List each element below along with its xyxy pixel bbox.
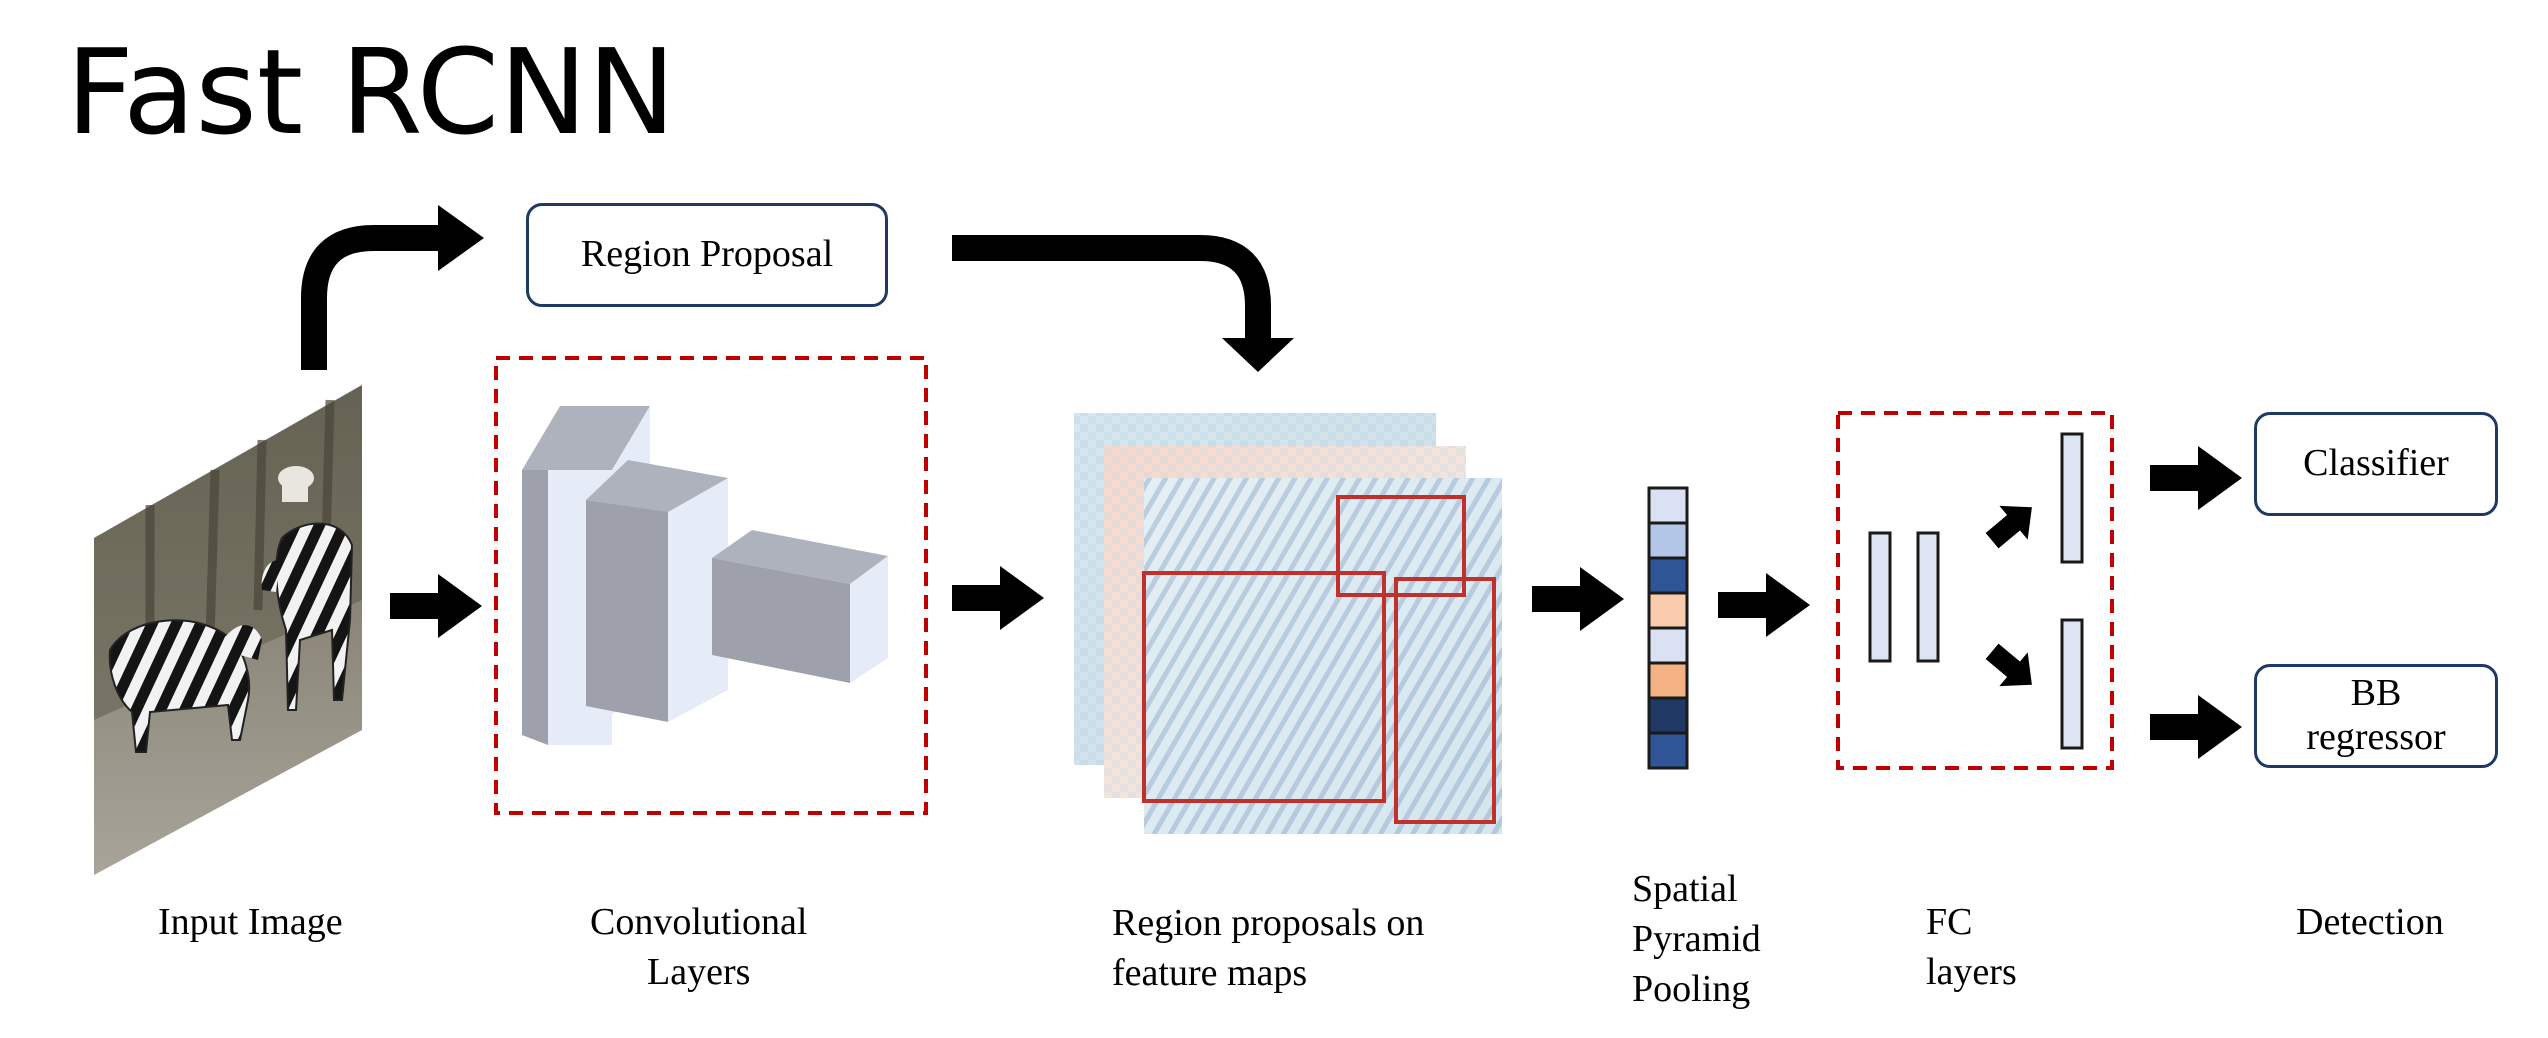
label-feature-line2: feature maps <box>1112 952 1308 994</box>
spp-cell <box>1647 486 1689 525</box>
label-detection-text: Detection <box>2296 901 2444 943</box>
arrow-image-to-proposal <box>301 205 484 370</box>
arrow-to-bb-regressor <box>2150 695 2242 759</box>
label-input-image-text: Input Image <box>158 901 343 943</box>
spp-cell <box>1647 661 1689 700</box>
arrow-to-classifier <box>2150 446 2242 510</box>
label-region-proposals-on-feature-maps: Region proposals on feature maps <box>1112 898 1424 998</box>
label-detection: Detection <box>2296 897 2444 947</box>
conv-block-3 <box>712 530 888 683</box>
label-fc-layers: FC layers <box>1926 897 2017 997</box>
label-conv-line1: Convolutional <box>590 901 808 943</box>
region-proposal-boxes <box>1142 495 1496 824</box>
arrow-spp-to-fc <box>1718 573 1810 637</box>
label-spatial-pyramid-pooling: Spatial Pyramid Pooling <box>1632 864 1761 1014</box>
label-spp-line1: Spatial <box>1632 868 1738 910</box>
input-image <box>94 385 362 875</box>
classifier-label: Classifier <box>2303 442 2449 485</box>
bb-regressor-label-line1: BB <box>2350 672 2402 715</box>
fc-layer-bars <box>1868 432 2084 750</box>
spp-column <box>1647 486 1689 770</box>
label-convolutional-layers: Convolutional Layers <box>590 897 807 997</box>
conv-block-2 <box>586 460 728 722</box>
spp-cell <box>1647 731 1689 770</box>
label-spp-line3: Pooling <box>1632 968 1751 1010</box>
label-fc-line2: layers <box>1926 951 2017 993</box>
spp-cell <box>1647 521 1689 560</box>
region-proposal-label: Region Proposal <box>580 233 834 276</box>
label-spp-line2: Pyramid <box>1632 918 1761 960</box>
spp-cell <box>1647 556 1689 595</box>
fc-dashed-frame <box>1836 411 2114 770</box>
conv-dashed-frame <box>494 356 928 815</box>
page-title: Fast RCNN <box>66 23 676 161</box>
spp-cell <box>1647 591 1689 630</box>
bb-regressor-label-line2: regressor <box>2306 716 2446 758</box>
arrow-conv-to-featuremaps <box>952 566 1044 630</box>
spp-cell <box>1647 696 1689 735</box>
fc-branch-arrows <box>1985 505 2032 687</box>
classifier-box: Classifier <box>2254 412 2498 516</box>
arrow-proposal-to-featuremaps <box>952 235 1294 372</box>
label-conv-line2: Layers <box>647 951 751 993</box>
label-fc-line1: FC <box>1926 901 1973 943</box>
bb-regressor-box: BB regressor <box>2254 664 2498 768</box>
arrow-featuremaps-to-spp <box>1532 567 1624 631</box>
label-input-image: Input Image <box>158 897 343 947</box>
feature-maps-stack <box>1074 413 1502 834</box>
arrow-image-to-conv <box>390 574 482 638</box>
label-feature-line1: Region proposals on <box>1112 902 1425 944</box>
region-proposal-box: Region Proposal <box>526 203 888 307</box>
spp-cell <box>1647 626 1689 665</box>
